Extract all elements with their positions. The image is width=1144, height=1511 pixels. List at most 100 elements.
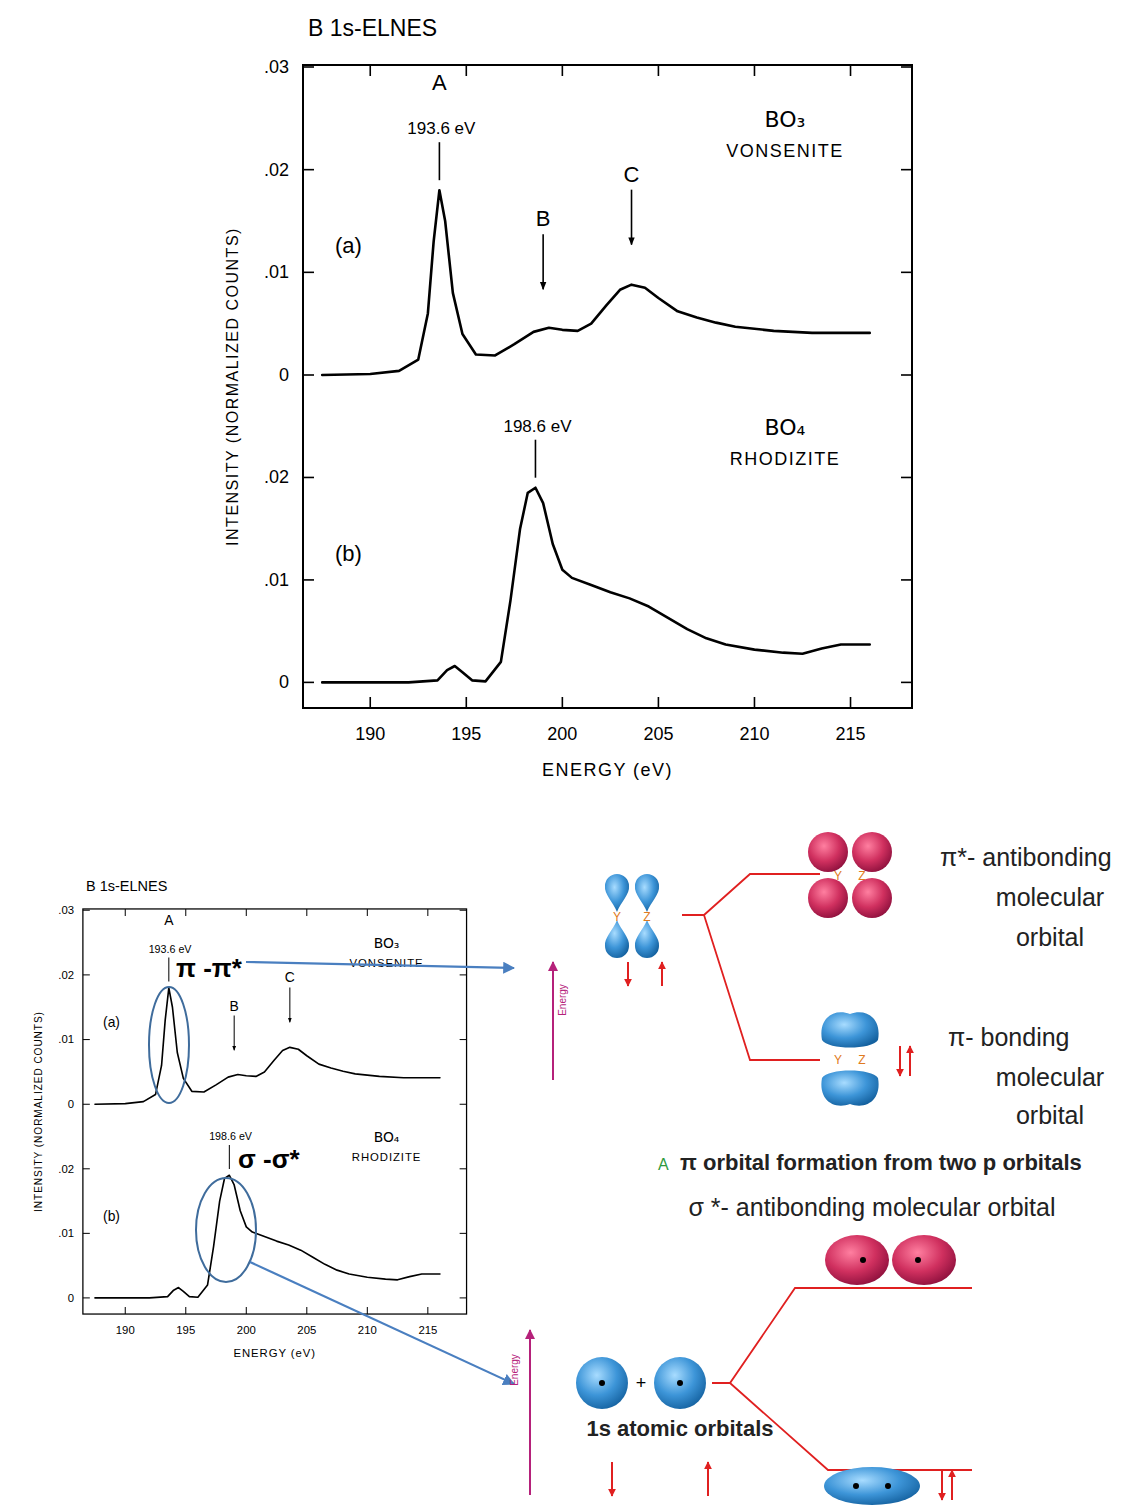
x-tick-label: 215 [418, 1324, 437, 1336]
electron-arrow [661, 962, 663, 986]
y-tick [460, 1297, 467, 1298]
bonding-lobe [824, 1467, 920, 1505]
orbital-label: Y [613, 910, 621, 924]
y-tick-label: .02 [264, 160, 289, 180]
spectrum-line [95, 988, 440, 1104]
x-tick [367, 909, 368, 916]
peak-letter: A [164, 912, 174, 928]
electron-arrow [611, 1462, 613, 1496]
peak-marker [168, 958, 169, 982]
x-tick [185, 1307, 186, 1314]
antibonding-lobe [808, 832, 848, 872]
orbital-name: orbital [1016, 1101, 1084, 1129]
y-tick-label: .01 [264, 262, 289, 282]
peak-arrow [542, 234, 544, 289]
x-tick [754, 697, 756, 708]
pointer-arrow [250, 1262, 514, 1384]
peak-value-label: 198.6 eV [503, 417, 572, 436]
y-tick [901, 374, 912, 376]
orbital-label: Z [643, 910, 650, 924]
x-tick [246, 909, 247, 916]
p-orbital-lobe [635, 874, 659, 912]
peak-arrow [289, 987, 290, 1022]
y-tick [901, 272, 912, 274]
y-tick [460, 1039, 467, 1040]
x-tick [369, 697, 371, 708]
x-tick-label: 205 [643, 724, 673, 744]
y-tick [460, 910, 467, 911]
y-tick [901, 169, 912, 171]
y-tick [303, 682, 314, 684]
y-tick-label: .01 [58, 1033, 74, 1045]
y-tick-label: 0 [68, 1292, 74, 1304]
y-tick [901, 66, 912, 68]
nucleus [860, 1257, 866, 1263]
level-line [730, 1383, 972, 1470]
x-tick [369, 65, 371, 76]
peak-arrow [631, 190, 633, 245]
y-tick-label: .02 [264, 467, 289, 487]
caption-letter: A [658, 1156, 669, 1173]
pointer-arrow [246, 962, 514, 968]
electron-arrow [951, 1470, 953, 1500]
y-tick-label: 0 [279, 365, 289, 385]
spectrum-line [95, 1175, 440, 1298]
y-tick [83, 1039, 90, 1040]
energy-axis [529, 1330, 531, 1495]
y-tick [460, 1168, 467, 1169]
curve-group [322, 190, 870, 375]
x-tick [367, 1307, 368, 1314]
x-tick-label: 195 [451, 724, 481, 744]
p-orbital-lobe [605, 874, 629, 912]
y-tick-label: .02 [58, 1163, 74, 1175]
x-tick [125, 1307, 126, 1314]
panel-label: (a) [335, 233, 362, 258]
y-tick [83, 974, 90, 975]
peak-letter: B [230, 998, 239, 1014]
x-tick-label: 205 [297, 1324, 316, 1336]
orbital-name: molecular [996, 883, 1104, 911]
x-tick [427, 1307, 428, 1314]
x-tick [658, 697, 660, 708]
panel-label: (b) [335, 541, 362, 566]
panel-subtitle: VONSENITE [350, 957, 424, 969]
curve-group [322, 488, 870, 683]
small-chart: B 1s-ELNES190195200205210215ENERGY (eV)I… [33, 878, 467, 1359]
peak-marker [229, 1145, 230, 1169]
series-name: BO₃ [765, 107, 806, 132]
peak-value-label: 198.6 eV [209, 1130, 253, 1142]
orbital-name: π- bonding [948, 1023, 1070, 1051]
curve-group [95, 1175, 440, 1298]
y-tick [901, 579, 912, 581]
chart-title: B 1s-ELNES [86, 878, 167, 894]
p-orbital-lobe [635, 920, 659, 958]
x-tick [125, 909, 126, 916]
y-tick [303, 169, 314, 171]
y-tick [83, 1168, 90, 1169]
nucleus [915, 1257, 921, 1263]
series-name: BO₃ [374, 935, 400, 951]
spectrum-line [322, 190, 870, 375]
peak-marker [439, 142, 441, 180]
x-axis-title: ENERGY (eV) [233, 1347, 316, 1359]
x-tick [465, 697, 467, 708]
x-tick [465, 65, 467, 76]
electron-arrow [909, 1046, 911, 1076]
x-tick-label: 200 [547, 724, 577, 744]
y-tick [460, 974, 467, 975]
plus-sign: + [636, 1373, 647, 1393]
y-tick [460, 1104, 467, 1105]
y-tick-label: 0 [68, 1098, 74, 1110]
x-tick [427, 909, 428, 916]
p-orbital-lobe [605, 920, 629, 958]
x-tick [754, 65, 756, 76]
y-tick-label: .02 [58, 969, 74, 981]
chart-title: B 1s-ELNES [308, 15, 437, 41]
panel-subtitle: RHODIZITE [352, 1151, 422, 1163]
nucleus [885, 1483, 891, 1489]
nucleus [677, 1380, 683, 1386]
pi-annotation: π -π* [176, 953, 243, 983]
y-tick [901, 682, 912, 684]
figure: B 1s-ELNES190195200205210215ENERGY (eV)I… [0, 0, 1144, 1511]
orbital-name: orbital [1016, 923, 1084, 951]
